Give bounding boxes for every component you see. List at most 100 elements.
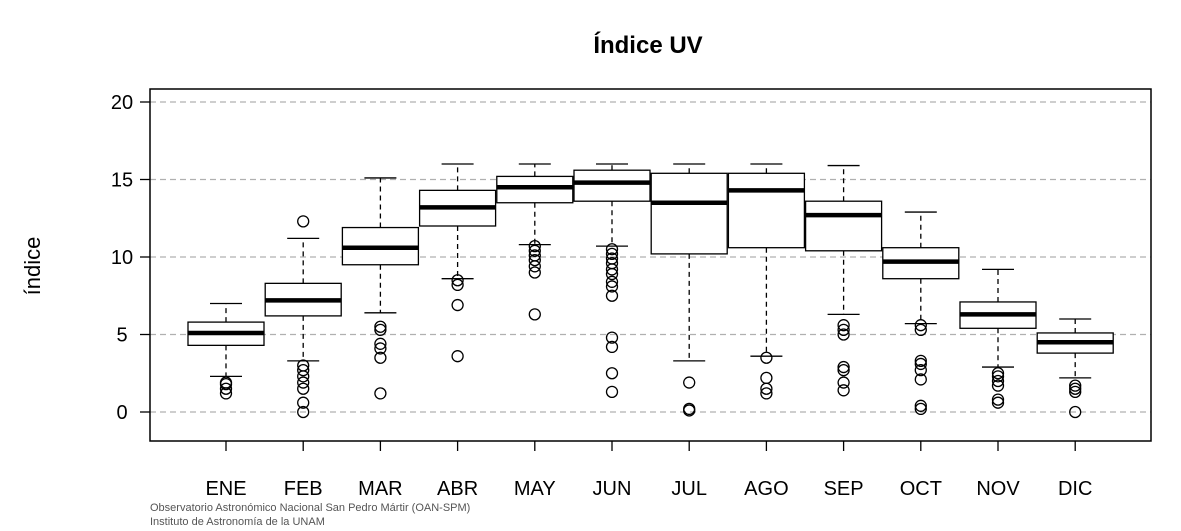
outlier-point	[374, 351, 387, 364]
x-tick-label: ENE	[205, 478, 246, 500]
outlier-point	[683, 404, 696, 417]
box-ene	[187, 302, 265, 400]
outlier-point	[451, 298, 464, 312]
outlier-point	[683, 376, 696, 389]
outlier-point	[914, 399, 927, 412]
outlier-point	[605, 280, 619, 293]
outlier-point	[219, 382, 233, 395]
outlier-point	[605, 243, 619, 256]
outlier-point	[991, 367, 1005, 380]
outlier-point	[374, 387, 387, 400]
outlier-point	[914, 363, 927, 377]
outlier-point	[605, 247, 619, 261]
outlier-point	[760, 371, 773, 385]
chart-title: Índice UV	[593, 31, 702, 59]
y-tick-label: 15	[111, 170, 133, 192]
x-tick-label: FEB	[284, 478, 323, 500]
x-tick-label: DIC	[1058, 478, 1092, 500]
outlier-point	[219, 376, 233, 389]
box-may	[496, 163, 574, 321]
outlier-point	[760, 387, 773, 400]
outlier-point	[991, 370, 1005, 383]
outlier-point	[991, 396, 1005, 409]
boxes	[187, 163, 1114, 419]
credit-institute: Instituto de Astronomía de la UNAM	[150, 516, 325, 528]
outlier-point	[991, 393, 1005, 406]
outlier-point	[914, 357, 927, 371]
outlier-point	[914, 319, 927, 332]
box-jun	[573, 163, 651, 399]
outlier-point	[837, 384, 850, 397]
outlier-point	[374, 323, 387, 337]
outlier-point	[528, 253, 541, 267]
outlier-point	[528, 260, 541, 273]
outlier-point	[760, 351, 773, 364]
outlier-point	[605, 275, 619, 288]
box-mar	[341, 177, 420, 400]
outlier-point	[297, 370, 310, 383]
x-tick-label: ABR	[437, 478, 478, 500]
outlier-point	[605, 340, 619, 354]
x-tick-label: AGO	[744, 478, 788, 500]
outlier-point	[297, 363, 310, 377]
x-tick-label: SEP	[824, 478, 864, 500]
x-tick-label: OCT	[900, 478, 942, 500]
outlier-point	[451, 274, 464, 287]
outlier-point	[297, 396, 310, 409]
outlier-point	[837, 376, 850, 389]
y-tick-label: 10	[111, 247, 133, 269]
outlier-point	[991, 379, 1005, 392]
iqr-box	[650, 172, 728, 255]
box-sep	[804, 164, 883, 397]
outlier-point	[528, 244, 541, 257]
outlier-point	[837, 319, 850, 332]
box-oct	[882, 211, 960, 416]
axes: 0 5 10 15 20 ENE FEB MAR ABR MAY JUN JUL AGO SEP OCT NO…	[111, 92, 1093, 500]
x-tick-label: MAY	[514, 478, 556, 500]
outlier-point	[297, 405, 310, 419]
box-nov	[959, 268, 1037, 409]
outlier-point	[605, 289, 619, 302]
x-tick-label: MAR	[358, 478, 402, 500]
outlier-point	[1069, 385, 1082, 399]
box-jul	[650, 163, 728, 417]
plot-frame	[149, 88, 1152, 442]
iqr-box	[573, 169, 651, 202]
outlier-point	[837, 360, 850, 374]
outlier-point	[760, 382, 773, 395]
outlier-point	[297, 382, 310, 395]
outlier-point	[605, 331, 619, 344]
x-tick-label: NOV	[976, 478, 1020, 500]
y-tick-label: 0	[116, 402, 127, 424]
outlier-point	[605, 263, 619, 276]
outlier-point	[1069, 379, 1082, 392]
iqr-box	[804, 200, 883, 252]
outlier-point	[1069, 405, 1082, 419]
outlier-point	[374, 342, 387, 355]
outlier-point	[451, 350, 464, 363]
outlier-point	[605, 367, 619, 380]
outlier-point	[991, 374, 1005, 388]
outlier-point	[297, 376, 310, 389]
box-ago	[727, 163, 806, 400]
outlier-point	[297, 215, 310, 228]
box-abr	[418, 163, 497, 363]
outlier-point	[1069, 382, 1082, 395]
box-dic	[1036, 318, 1114, 419]
credit-observatory: Observatorio Astronómico Nacional San Pe…	[150, 502, 471, 514]
y-axis-label: índice	[20, 237, 45, 296]
iqr-box	[727, 172, 806, 249]
x-tick-label: JUL	[671, 478, 707, 500]
outlier-point	[528, 308, 541, 321]
outlier-point	[374, 320, 387, 333]
outlier-point	[914, 402, 927, 416]
outlier-point	[451, 278, 464, 292]
outlier-point	[837, 323, 850, 337]
outlier-point	[605, 267, 619, 281]
y-tick-label: 20	[111, 92, 133, 114]
outlier-point	[837, 363, 850, 377]
x-tick-label: JUN	[593, 478, 632, 500]
outlier-point	[914, 373, 927, 386]
outlier-point	[528, 239, 541, 253]
outlier-point	[605, 385, 619, 399]
